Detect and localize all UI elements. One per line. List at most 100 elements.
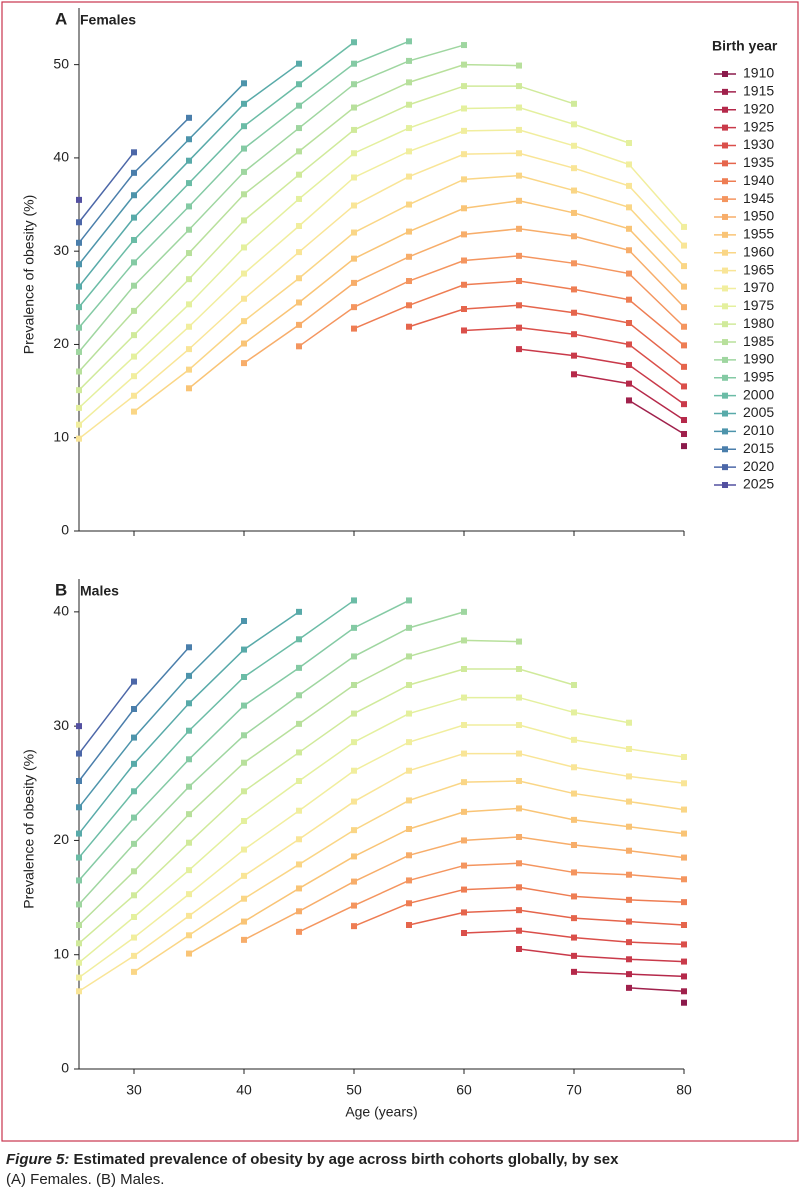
series <box>76 644 192 784</box>
y-tick-label: 40 <box>53 149 69 165</box>
series <box>186 197 687 392</box>
series-line <box>353 280 685 346</box>
series <box>516 946 687 965</box>
marker <box>76 830 82 837</box>
y-tick-label: 30 <box>53 242 69 258</box>
marker <box>241 646 247 653</box>
marker <box>131 149 137 156</box>
marker <box>626 204 632 211</box>
legend-label: 1960 <box>743 243 774 259</box>
marker <box>76 304 82 311</box>
marker <box>131 214 137 221</box>
series-line <box>628 987 685 993</box>
marker <box>76 901 82 908</box>
legend-marker <box>722 303 728 310</box>
legend-marker <box>722 196 728 203</box>
marker <box>516 126 522 133</box>
marker <box>626 361 632 368</box>
marker <box>186 867 192 874</box>
marker <box>681 958 687 965</box>
x-tick-label: 30 <box>126 1082 142 1098</box>
series <box>76 608 467 908</box>
marker <box>406 253 412 260</box>
y-axis-label: Prevalence of obesity (%) <box>21 749 37 909</box>
marker <box>76 283 82 290</box>
marker <box>681 854 687 861</box>
legend-label: 1920 <box>743 100 774 116</box>
legend-marker <box>722 482 728 489</box>
marker <box>296 125 302 132</box>
series <box>461 324 687 390</box>
legend-marker <box>722 339 728 346</box>
marker <box>571 842 577 848</box>
legend-marker <box>722 356 728 363</box>
marker <box>131 840 137 847</box>
marker <box>76 988 82 995</box>
marker <box>351 767 357 774</box>
marker <box>681 283 687 290</box>
marker <box>626 871 632 878</box>
marker <box>351 60 357 67</box>
marker <box>571 209 577 216</box>
marker <box>131 236 137 243</box>
marker <box>76 877 82 884</box>
marker <box>76 959 82 966</box>
marker <box>76 261 82 268</box>
series <box>76 637 522 928</box>
x-tick-label: 80 <box>676 1082 692 1098</box>
marker <box>626 896 632 903</box>
marker <box>516 666 522 672</box>
marker <box>516 907 522 914</box>
marker <box>406 710 412 717</box>
legend-label: 1980 <box>743 315 774 331</box>
y-tick-label: 30 <box>53 717 69 733</box>
marker <box>351 39 357 46</box>
marker <box>461 281 467 288</box>
series <box>516 346 687 408</box>
marker <box>241 318 247 325</box>
marker <box>406 201 412 208</box>
marker <box>351 827 357 834</box>
marker <box>571 934 577 941</box>
series <box>296 252 687 350</box>
legend-marker <box>722 213 728 220</box>
marker <box>571 952 577 959</box>
figure: A Females 0 10 20 30 40 50 Prevalence of obesity… <box>1 1 799 1142</box>
marker <box>461 637 467 644</box>
marker <box>186 783 192 790</box>
marker <box>516 62 522 69</box>
panel-label: B <box>55 580 67 599</box>
series <box>461 927 687 948</box>
marker <box>131 934 137 941</box>
series <box>76 608 302 837</box>
legend-marker <box>722 88 728 95</box>
legend-label: 2015 <box>743 440 774 456</box>
marker <box>186 950 192 957</box>
marker <box>406 739 412 746</box>
marker <box>681 342 687 349</box>
marker <box>516 946 522 952</box>
marker <box>406 922 412 928</box>
marker <box>351 104 357 111</box>
marker <box>241 191 247 198</box>
marker <box>76 750 82 757</box>
marker <box>296 692 302 699</box>
marker <box>571 100 577 107</box>
marker <box>406 852 412 859</box>
marker <box>681 223 687 230</box>
marker <box>461 127 467 134</box>
x-tick-label: 40 <box>236 1082 252 1098</box>
marker <box>626 296 632 303</box>
series <box>131 778 687 975</box>
marker <box>76 778 82 784</box>
marker <box>76 723 82 730</box>
marker <box>406 597 412 604</box>
y-axis-label: Prevalence of obesity (%) <box>21 195 37 355</box>
marker <box>351 229 357 236</box>
series <box>571 371 687 424</box>
marker <box>186 839 192 846</box>
marker <box>516 722 522 728</box>
marker <box>406 826 412 832</box>
marker <box>131 678 137 685</box>
marker <box>571 764 577 771</box>
